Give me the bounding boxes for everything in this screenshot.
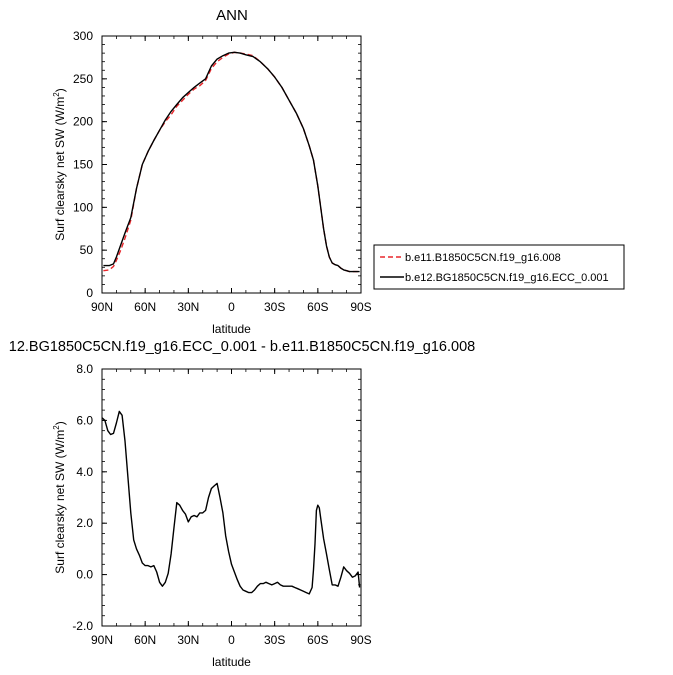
- chart-title: 12.BG1850C5CN.f19_g16.ECC_0.001 - b.e11.…: [9, 339, 475, 355]
- x-tick-label: 90N: [91, 300, 113, 314]
- y-tick-label: 2.0: [76, 516, 93, 530]
- x-tick-label: 30N: [177, 633, 199, 647]
- legend: b.e11.B1850C5CN.f19_g16.008 b.e12.BG1850C…: [373, 244, 625, 290]
- y-axis-label: Surf clearsky net SW (W/m2): [52, 421, 67, 573]
- y-axis-label-superscript: 2: [52, 425, 61, 430]
- x-tick-label: 60S: [307, 633, 328, 647]
- plot-frame: [101, 35, 362, 294]
- y-tick-label: 50: [80, 243, 94, 257]
- x-tick-label: 0: [228, 633, 235, 647]
- y-tick-label: 0: [86, 286, 93, 300]
- x-tick-label: 60N: [134, 633, 156, 647]
- x-tick-label: 60N: [134, 300, 156, 314]
- y-tick-label: -2.0: [72, 619, 93, 633]
- y-axis-label-text: Surf clearsky net SW (W/m: [53, 97, 67, 241]
- x-tick-label: 30N: [177, 300, 199, 314]
- y-axis-label-tail: ): [53, 88, 67, 92]
- y-tick-label: 300: [73, 29, 93, 43]
- series-line-1: [103, 51, 360, 273]
- x-axis-label: latitude: [212, 322, 251, 336]
- y-axis-label-superscript: 2: [52, 92, 61, 97]
- y-tick-label: 250: [73, 72, 93, 86]
- y-tick-label: 6.0: [76, 413, 93, 427]
- y-tick-label: 100: [73, 200, 93, 214]
- y-tick-label: 150: [73, 158, 93, 172]
- y-axis-label-tail: ): [53, 421, 67, 425]
- x-tick-label: 90S: [350, 300, 371, 314]
- series-line-2: [103, 51, 360, 273]
- y-axis-label-text: Surf clearsky net SW (W/m: [53, 430, 67, 574]
- x-tick-label: 0: [228, 300, 235, 314]
- x-tick-label: 90S: [350, 633, 371, 647]
- legend-label-1: b.e11.B1850C5CN.f19_g16.008: [405, 252, 561, 264]
- top-panel: ANN 90N 60N 30N 0 30S 60S 90S 0 50 100 150 200 250 300…: [52, 7, 372, 336]
- y-axis-label: Surf clearsky net SW (W/m2): [52, 88, 67, 240]
- chart-title: ANN: [216, 7, 248, 24]
- x-tick-label: 30S: [264, 300, 285, 314]
- x-tick-label: 30S: [264, 633, 285, 647]
- y-tick-label: 0.0: [76, 568, 93, 582]
- y-tick-label: 8.0: [76, 362, 93, 376]
- y-tick-label: 4.0: [76, 465, 93, 479]
- x-axis-label: latitude: [212, 655, 251, 669]
- legend-box: [373, 244, 625, 290]
- y-tick-label: 200: [73, 115, 93, 129]
- x-tick-label: 90N: [91, 633, 113, 647]
- series-line-1: [101, 410, 361, 595]
- plot-frame: [101, 368, 362, 627]
- legend-label-2: b.e12.BG1850C5CN.f19_g16.ECC_0.001: [405, 272, 609, 284]
- x-tick-label: 60S: [307, 300, 328, 314]
- bottom-panel: 12.BG1850C5CN.f19_g16.ECC_0.001 - b.e11.…: [9, 339, 475, 669]
